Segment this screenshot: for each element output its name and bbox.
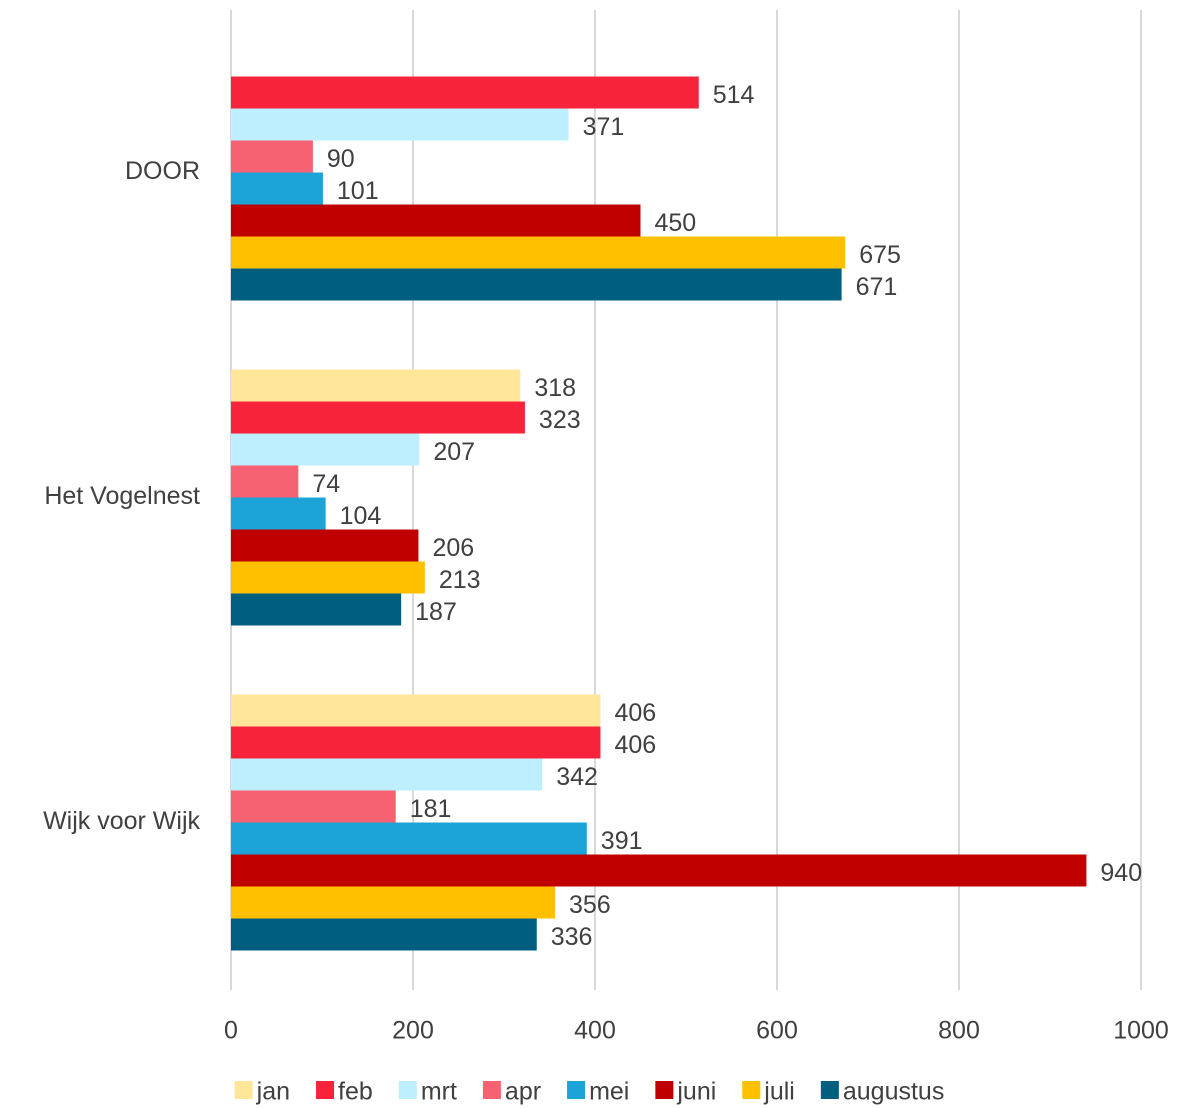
data-label: 323 bbox=[539, 406, 581, 434]
legend-swatch bbox=[398, 1081, 417, 1099]
legend-swatch bbox=[482, 1081, 501, 1099]
bar bbox=[231, 593, 402, 626]
legend-label: augustus bbox=[843, 1078, 944, 1106]
bar bbox=[231, 561, 425, 594]
data-label: 391 bbox=[601, 827, 643, 855]
data-label: 406 bbox=[614, 731, 656, 759]
x-tick-label: 200 bbox=[392, 1017, 434, 1045]
data-label: 336 bbox=[551, 923, 593, 951]
legend-label: mei bbox=[589, 1078, 629, 1106]
legend-swatch bbox=[820, 1081, 839, 1099]
data-label: 104 bbox=[340, 502, 382, 530]
legend-swatch bbox=[655, 1081, 674, 1099]
legend-swatch bbox=[316, 1081, 335, 1099]
bar bbox=[231, 726, 601, 759]
bar bbox=[231, 854, 1087, 887]
legend-label: feb bbox=[338, 1078, 373, 1106]
data-label: 356 bbox=[569, 891, 611, 919]
y-tick-label: DOOR bbox=[125, 157, 200, 185]
y-tick-label: Het Vogelnest bbox=[44, 482, 200, 510]
bar bbox=[231, 694, 601, 727]
bar bbox=[231, 172, 323, 205]
data-label: 940 bbox=[1100, 859, 1142, 887]
x-tick-label: 0 bbox=[224, 1017, 238, 1045]
data-label: 206 bbox=[432, 534, 474, 562]
data-label: 514 bbox=[713, 81, 755, 109]
data-label: 675 bbox=[859, 241, 901, 269]
bar bbox=[231, 918, 537, 951]
bar bbox=[231, 758, 543, 791]
legend-label: juli bbox=[763, 1078, 795, 1106]
legend-swatch bbox=[742, 1081, 761, 1099]
data-label: 101 bbox=[337, 177, 379, 205]
x-tick-label: 1000 bbox=[1113, 1017, 1169, 1045]
data-label: 213 bbox=[439, 566, 481, 594]
bar bbox=[231, 790, 396, 823]
bar bbox=[231, 236, 846, 269]
data-label: 181 bbox=[410, 795, 452, 823]
bar bbox=[231, 465, 299, 498]
data-label: 371 bbox=[583, 113, 625, 141]
bar bbox=[231, 76, 699, 109]
bar bbox=[231, 401, 525, 434]
legend-label: juni bbox=[676, 1078, 716, 1106]
bar bbox=[231, 529, 419, 562]
y-tick-label: Wijk voor Wijk bbox=[43, 807, 200, 835]
data-label: 671 bbox=[856, 273, 898, 301]
bar bbox=[231, 204, 641, 237]
legend-swatch bbox=[234, 1081, 253, 1099]
bar bbox=[231, 433, 420, 466]
data-label: 406 bbox=[614, 699, 656, 727]
bar bbox=[231, 268, 842, 301]
data-label: 187 bbox=[415, 598, 457, 626]
bar bbox=[231, 822, 587, 855]
bar bbox=[231, 497, 326, 530]
data-label: 318 bbox=[534, 374, 576, 402]
data-label: 90 bbox=[327, 145, 355, 173]
legend-label: apr bbox=[505, 1078, 541, 1106]
bar bbox=[231, 140, 313, 173]
legend-label: jan bbox=[256, 1078, 290, 1106]
data-label: 74 bbox=[312, 470, 340, 498]
data-label: 342 bbox=[556, 763, 598, 791]
legend-label: mrt bbox=[421, 1078, 457, 1106]
x-tick-label: 600 bbox=[756, 1017, 798, 1045]
x-tick-label: 800 bbox=[938, 1017, 980, 1045]
bar bbox=[231, 108, 569, 141]
bar bbox=[231, 369, 521, 402]
data-label: 450 bbox=[655, 209, 697, 237]
bar bbox=[231, 886, 555, 919]
data-label: 207 bbox=[433, 438, 475, 466]
x-tick-label: 400 bbox=[574, 1017, 616, 1045]
legend-swatch bbox=[567, 1081, 586, 1099]
